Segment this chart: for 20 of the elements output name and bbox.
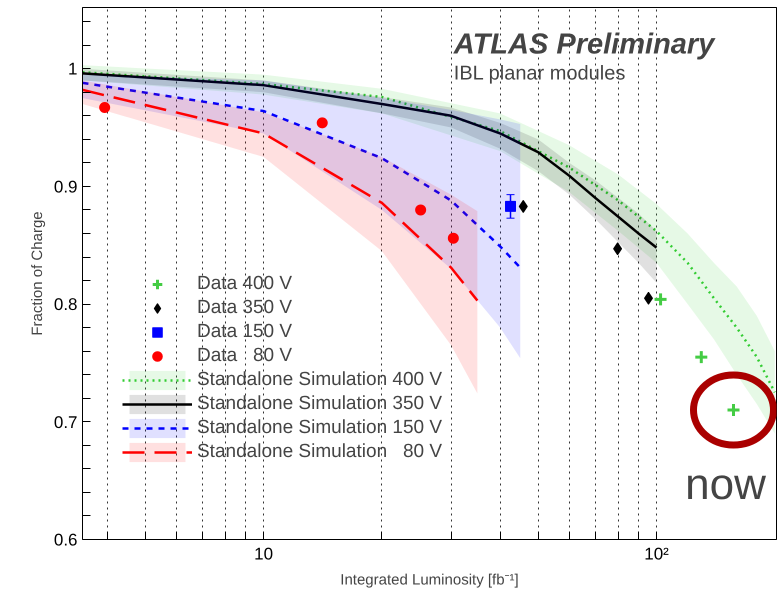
x-tick-label: 10² <box>644 544 670 564</box>
legend-label: Standalone Simulation 350 V <box>197 392 442 416</box>
legend-label: Data 350 V <box>197 296 292 320</box>
x-axis-title: Integrated Luminosity [fb⁻¹] <box>340 572 519 588</box>
y-tick-label: 0.6 <box>54 530 78 550</box>
legend-label: Standalone Simulation 400 V <box>197 368 442 392</box>
legend-label: Standalone Simulation 80 V <box>197 440 442 464</box>
y-tick-label: 0.9 <box>54 177 78 196</box>
legend-label: Data 400 V <box>197 272 292 296</box>
y-tick-label: 0.7 <box>54 412 78 432</box>
legend-label: Data 80 V <box>197 344 292 368</box>
y-tick-label: 0.8 <box>54 295 78 314</box>
legend-label: Data 150 V <box>197 320 292 344</box>
annotation: ATLAS Preliminary <box>452 28 716 61</box>
x-tick-label: 10 <box>254 544 274 564</box>
y-axis-title: Fraction of Charge <box>28 211 46 336</box>
y-tick-label: 1 <box>68 60 78 79</box>
annotation: now <box>685 460 766 510</box>
legend-label: Standalone Simulation 150 V <box>197 416 442 440</box>
annotation: IBL planar modules <box>454 62 626 85</box>
